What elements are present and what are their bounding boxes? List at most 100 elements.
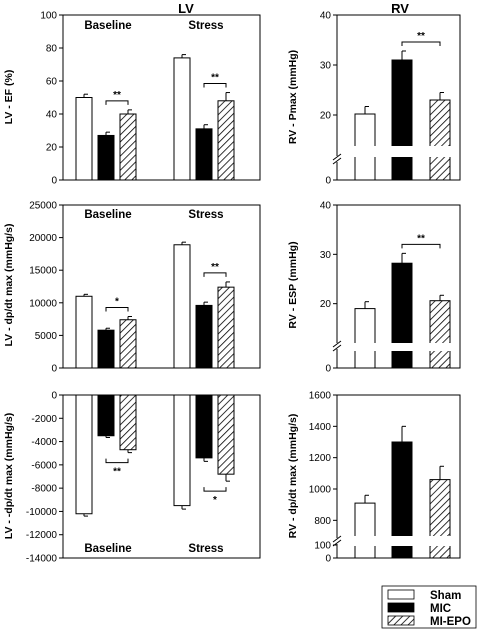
group-label: Stress [188, 20, 223, 32]
significance-bracket [105, 100, 129, 105]
y-tick-label: 40 [320, 11, 332, 22]
bar-mi-epo [429, 479, 451, 559]
y-tick-label: 100 [314, 541, 331, 552]
y-tick-label: -6000 [31, 460, 57, 471]
significance-label: * [115, 296, 119, 307]
y-tick-label: 20 [46, 143, 58, 154]
significance-bracket [105, 458, 129, 464]
y-axis-label: RV - Pmax (mmHg) [287, 50, 299, 144]
lv-column-title: LV [178, 1, 194, 16]
y-tick-label: 0 [51, 176, 57, 187]
legend-swatch-sham [387, 589, 415, 600]
bar-mi-epo [217, 286, 235, 369]
y-tick-label: 20 [320, 111, 332, 122]
bar-mi-epo [429, 99, 451, 181]
bar-mic [97, 394, 115, 437]
significance-bracket [203, 487, 227, 492]
bar-sham [75, 394, 93, 515]
bar-mic [97, 134, 115, 181]
plot-frame [62, 204, 261, 369]
significance-label: ** [211, 262, 219, 273]
group-label: Baseline [84, 20, 131, 32]
plot-frame [62, 14, 261, 181]
legend-label-sham: Sham [430, 590, 461, 602]
y-tick-label: 30 [320, 61, 332, 72]
significance-label: ** [417, 31, 425, 42]
bar-sham [173, 244, 191, 369]
panel-lv-ef: 0 20 40 60 80 100 LV - EF (%) Baseline Stress ** *… [3, 11, 261, 187]
legend-label-mi-epo: MI-EPO [430, 616, 471, 628]
bar-sham [173, 394, 191, 507]
bar-mi-epo [119, 113, 137, 181]
y-tick-label: 25000 [29, 201, 57, 212]
y-tick-label: -4000 [31, 437, 57, 448]
significance-label: * [213, 495, 217, 506]
panel-rv-esp: 0 20 30 40 RV - ESP (mmHg) ** [287, 201, 461, 375]
y-tick-label: -2000 [31, 414, 57, 425]
y-tick-label: 1000 [309, 485, 332, 496]
y-tick-label: 30 [320, 250, 332, 261]
significance-label: ** [417, 233, 425, 244]
bar-mi-epo [119, 319, 137, 369]
y-tick-label: -14000 [26, 554, 58, 565]
y-tick-label: -12000 [26, 530, 58, 541]
bar-mi-epo [217, 394, 235, 475]
bar-mic [391, 262, 413, 369]
axis-break-band [338, 146, 459, 157]
significance-bracket [105, 306, 129, 312]
panel-rv-dpdt-max: 0 100 800 1000 1200 1400 1600 RV - dp/dt max (m… [287, 391, 461, 565]
y-tick-label: 1400 [309, 422, 332, 433]
legend-label-mic: MIC [430, 603, 451, 615]
bar-sham [173, 57, 191, 181]
y-tick-label: 40 [46, 110, 58, 121]
y-tick-label: 1200 [309, 453, 332, 464]
significance-bracket [203, 83, 227, 88]
bar-mi-epo [429, 300, 451, 369]
axis-break-band [338, 536, 459, 546]
y-axis-label: LV - EF (%) [3, 70, 15, 125]
group-label: Stress [188, 209, 223, 221]
y-tick-label: 0 [51, 391, 57, 402]
axis-break-band [338, 343, 459, 351]
bar-mic [195, 394, 213, 459]
significance-bracket [401, 243, 441, 249]
significance-bracket [401, 41, 441, 46]
plot-frame [62, 394, 261, 559]
y-axis-label: LV - dp/dt max (mmHg/s) [3, 224, 15, 347]
significance-label: ** [211, 73, 219, 84]
bar-sham [354, 502, 376, 559]
y-tick-label: 5000 [35, 331, 58, 342]
y-tick-label: 80 [46, 44, 58, 55]
y-tick-label: 20 [320, 299, 332, 310]
bar-sham [75, 295, 93, 369]
axis-break-slash [332, 340, 342, 348]
bar-mic [195, 304, 213, 369]
axis-break-gap [334, 343, 340, 349]
y-tick-label: -10000 [26, 507, 58, 518]
bar-mic [195, 128, 213, 181]
y-tick-label: 0 [51, 364, 57, 375]
bar-mic [391, 59, 413, 181]
y-tick-label: 0 [325, 364, 331, 375]
y-tick-label: 20000 [29, 233, 57, 244]
y-tick-label: -8000 [31, 484, 57, 495]
group-label: Baseline [84, 209, 131, 221]
axis-break-gap [334, 156, 340, 162]
panel-lv-dpdt-min: -14000 -12000 -10000 -8000 -6000 -4000 -2000 0 L… [3, 391, 261, 565]
significance-label: ** [113, 467, 121, 478]
y-tick-label: 40 [320, 201, 332, 212]
y-tick-label: 60 [46, 77, 58, 88]
bar-mi-epo [217, 100, 235, 181]
y-tick-label: 10000 [29, 298, 57, 309]
rv-column-title: RV [391, 1, 409, 16]
panel-rv-pmax: 0 20 30 40 RV - Pmax (mmHg) ** [287, 11, 461, 187]
axis-break-slash [332, 535, 342, 543]
significance-bracket [203, 272, 227, 277]
bar-mic [97, 329, 115, 369]
y-axis-label: RV - dp/dt max (mmHg/s) [287, 414, 299, 539]
significance-label: ** [113, 90, 121, 101]
y-axis-label: LV - -dp/dt max (mmHg/s) [3, 413, 15, 539]
axis-break-slash [332, 344, 342, 352]
axis-break-slash [332, 157, 342, 165]
